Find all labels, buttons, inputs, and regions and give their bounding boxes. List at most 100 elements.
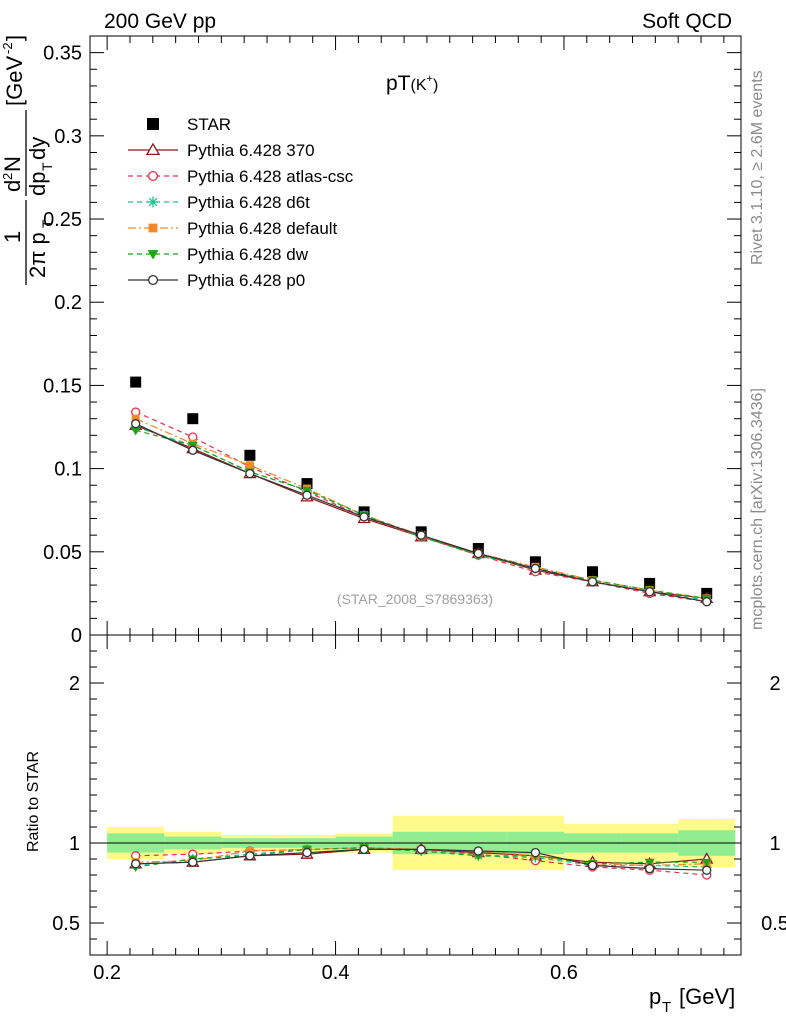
mcplots-label: mcplots.cern.ch [arXiv:1306.3436] xyxy=(749,388,766,630)
svg-text:2: 2 xyxy=(0,173,15,180)
plot-title: pT(K+) xyxy=(386,72,438,95)
legend-marker xyxy=(147,118,159,130)
y-tick-label: 0.25 xyxy=(43,209,82,231)
data-point xyxy=(587,577,598,587)
ratio-data-point xyxy=(416,844,426,855)
svg-text:dp: dp xyxy=(25,172,50,196)
svg-text:2π p: 2π p xyxy=(25,232,50,278)
data-point xyxy=(245,461,254,470)
data-point xyxy=(301,478,313,490)
svg-text:1: 1 xyxy=(0,231,25,243)
analysis-watermark: (STAR_2008_S7869363) xyxy=(337,591,493,607)
legend-label: Pythia 6.428 370 xyxy=(187,141,315,160)
data-point xyxy=(416,530,426,540)
ratio-data-point xyxy=(701,858,712,868)
ratio-y-tick-label: 2 xyxy=(69,673,80,695)
series-line xyxy=(135,411,707,603)
ratio-y-tick-label: 1 xyxy=(69,833,80,855)
legend-entry: STAR xyxy=(147,115,231,134)
legend-marker xyxy=(147,196,159,208)
ratio-data-point xyxy=(644,863,655,874)
rivet-version-label: Rivet 3.1.10, ≥ 2.6M events xyxy=(749,70,766,265)
header-left-label: 200 GeV pp xyxy=(104,10,216,33)
data-point xyxy=(587,566,599,578)
data-point xyxy=(359,512,369,522)
y-tick-label: 0.3 xyxy=(54,126,82,148)
y-tick-label: 0.05 xyxy=(43,542,82,564)
legend-label: Pythia 6.428 dw xyxy=(187,245,309,264)
legend-entry: Pythia 6.428 default xyxy=(128,219,338,238)
svg-text:p: p xyxy=(649,984,661,1009)
legend: STAR Pythia 6.428 370 Pythia 6.428 atlas-c… xyxy=(128,115,354,290)
data-point xyxy=(530,563,541,574)
data-point xyxy=(644,587,655,597)
ratio-data-point xyxy=(530,847,541,858)
svg-text:d: d xyxy=(0,180,25,192)
x-tick-label: 0.6 xyxy=(550,962,578,984)
ratio-y-tick-label-right: 1 xyxy=(769,833,780,855)
data-point xyxy=(302,490,312,500)
legend-label: Pythia 6.428 atlas-csc xyxy=(187,167,354,186)
ratio-data-point xyxy=(473,846,483,856)
svg-text:[GeV: [GeV xyxy=(2,56,27,106)
svg-text:T: T xyxy=(39,162,55,171)
svg-text:-2: -2 xyxy=(0,42,15,54)
ratio-y-axis-label: Ratio to STAR xyxy=(25,751,42,852)
data-point xyxy=(644,577,656,589)
legend-marker xyxy=(147,274,159,286)
ratio-data-point xyxy=(359,844,369,855)
legend-entry: Pythia 6.428 atlas-csc xyxy=(128,167,354,186)
data-point xyxy=(187,413,199,425)
svg-text:T: T xyxy=(662,999,671,1016)
ratio-data-point xyxy=(188,857,198,867)
ratio-data-point xyxy=(131,859,141,869)
ratio-data-point xyxy=(702,865,712,875)
data-point xyxy=(131,419,141,429)
ratio-data-point xyxy=(245,851,255,861)
svg-text:dy: dy xyxy=(25,137,50,160)
ratio-data-point xyxy=(587,860,598,871)
data-point xyxy=(188,445,198,455)
legend-marker xyxy=(147,170,159,182)
ratio-data-point xyxy=(245,847,254,855)
svg-text:[GeV]: [GeV] xyxy=(679,984,735,1009)
series-line xyxy=(135,423,707,603)
ratio-y-tick-label-right: 0.5 xyxy=(761,913,786,935)
ratio-y-tick-label-right: 2 xyxy=(769,673,780,695)
ratio-plot-panel: 0.2 0.4 0.6 0.5 0.5 1 1 2 2 xyxy=(52,634,786,984)
ratio-series-line xyxy=(135,847,707,868)
ratio-panel-frame xyxy=(89,634,742,956)
data-point xyxy=(473,548,483,559)
svg-text:N: N xyxy=(0,156,25,172)
legend-label: Pythia 6.428 p0 xyxy=(187,271,305,290)
svg-text:T: T xyxy=(39,219,55,228)
series-line xyxy=(135,424,707,599)
data-point xyxy=(130,376,142,388)
data-point xyxy=(244,449,256,461)
legend-entry: Pythia 6.428 d6t xyxy=(128,193,310,212)
ratio-data-point xyxy=(644,858,655,868)
x-tick-label: 0.4 xyxy=(322,962,350,984)
y-axis-label: 1 2π p T d 2 N dp T dy [GeV -2 ] xyxy=(0,35,55,285)
svg-text:pT(K+): pT(K+) xyxy=(386,72,438,95)
legend-label: STAR xyxy=(187,115,231,134)
legend-entry: Pythia 6.428 p0 xyxy=(128,271,305,290)
data-point xyxy=(529,556,541,568)
legend-entry: Pythia 6.428 370 xyxy=(128,141,315,160)
ratio-data-point xyxy=(302,847,312,858)
data-point xyxy=(702,597,712,607)
series-line xyxy=(135,426,707,601)
ratio-y-tick-label: 0.5 xyxy=(52,913,80,935)
data-point xyxy=(130,426,141,436)
legend-label: Pythia 6.428 d6t xyxy=(187,193,310,212)
series-line xyxy=(135,418,707,599)
y-tick-label: 0 xyxy=(71,625,82,647)
main-plot-panel: 0 0.05 0.1 0.15 0.2 0.25 0.3 0.35 xyxy=(43,35,742,647)
legend-marker xyxy=(147,250,159,260)
series-line xyxy=(135,429,707,599)
y-tick-label: 0.1 xyxy=(54,459,82,481)
data-point xyxy=(245,468,255,479)
legend-marker xyxy=(148,223,158,233)
x-axis-label: p T [GeV] xyxy=(649,984,735,1016)
